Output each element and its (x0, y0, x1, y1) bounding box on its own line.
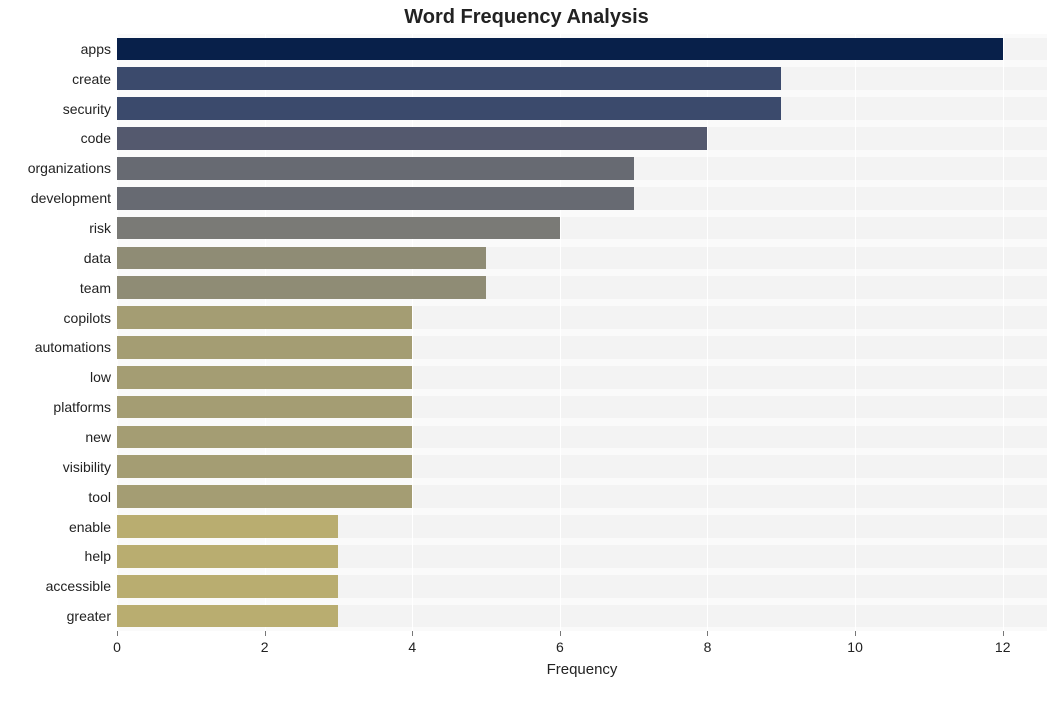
y-tick-label: security (63, 101, 111, 117)
y-tick-label: data (84, 250, 111, 266)
bar (117, 485, 412, 508)
bar (117, 545, 338, 568)
grid-line (117, 34, 118, 631)
bar (117, 276, 486, 299)
x-tick-mark (265, 631, 266, 636)
y-tick-label: tool (88, 489, 111, 505)
chart-container: Word Frequency Analysis apps create securi… (0, 0, 1053, 701)
bar (117, 426, 412, 449)
x-tick-label: 4 (408, 639, 416, 655)
bar (117, 336, 412, 359)
x-tick-label: 0 (113, 639, 121, 655)
y-tick-label: help (85, 548, 111, 564)
bar (117, 396, 412, 419)
bar (117, 67, 781, 90)
x-tick-label: 6 (556, 639, 564, 655)
y-tick-label: team (80, 280, 111, 296)
y-tick-label: apps (81, 41, 111, 57)
grid-line (412, 34, 413, 631)
y-tick-label: new (85, 429, 111, 445)
bar (117, 157, 634, 180)
x-tick-mark (855, 631, 856, 636)
bar (117, 366, 412, 389)
bar (117, 575, 338, 598)
y-tick-label: organizations (28, 160, 111, 176)
y-tick-label: code (81, 130, 111, 146)
bar (117, 306, 412, 329)
chart-title: Word Frequency Analysis (0, 0, 1053, 33)
grid-line (1003, 34, 1004, 631)
grid-line (265, 34, 266, 631)
y-tick-label: enable (69, 519, 111, 535)
grid-line (707, 34, 708, 631)
x-tick-label: 10 (847, 639, 863, 655)
plot-area (117, 34, 1047, 631)
bar (117, 455, 412, 478)
grid-line (560, 34, 561, 631)
x-tick-mark (560, 631, 561, 636)
x-tick-mark (1003, 631, 1004, 636)
bar (117, 247, 486, 270)
bar (117, 217, 560, 240)
y-tick-label: create (72, 71, 111, 87)
x-tick-label: 8 (704, 639, 712, 655)
x-axis-title: Frequency (547, 661, 618, 678)
x-tick-mark (117, 631, 118, 636)
y-tick-label: visibility (63, 459, 111, 475)
y-tick-label: copilots (64, 310, 111, 326)
y-tick-label: low (90, 369, 111, 385)
y-axis-labels: apps create security code organizations devel… (0, 34, 117, 631)
x-tick-mark (412, 631, 413, 636)
x-tick-label: 2 (261, 639, 269, 655)
x-tick-mark (707, 631, 708, 636)
y-tick-label: platforms (53, 399, 111, 415)
bar (117, 38, 1003, 61)
y-tick-label: greater (67, 608, 111, 624)
y-tick-label: development (31, 190, 111, 206)
bar (117, 127, 707, 150)
bar (117, 605, 338, 628)
y-tick-label: risk (89, 220, 111, 236)
bar (117, 187, 634, 210)
x-tick-label: 12 (995, 639, 1011, 655)
bar (117, 515, 338, 538)
grid-line (855, 34, 856, 631)
y-tick-label: automations (35, 339, 111, 355)
y-tick-label: accessible (46, 578, 111, 594)
bar (117, 97, 781, 120)
